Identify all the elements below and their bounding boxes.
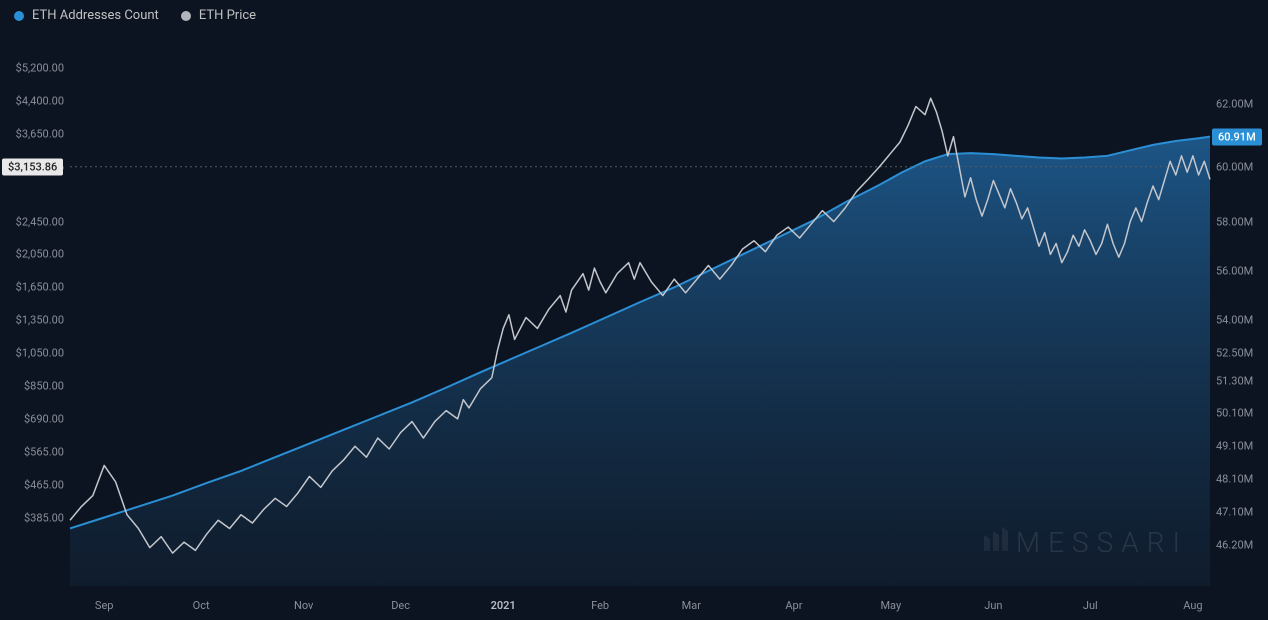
y-right-tick: 51.30M bbox=[1216, 374, 1253, 387]
x-tick: May bbox=[880, 599, 901, 612]
x-tick: Sep bbox=[95, 599, 114, 612]
y-right-tick: 60.00M bbox=[1216, 160, 1253, 173]
y-right-tick: 62.00M bbox=[1216, 97, 1253, 110]
y-right-tick: 48.10M bbox=[1216, 473, 1253, 486]
messari-logo-icon bbox=[982, 525, 1010, 560]
watermark: MESSARI bbox=[982, 525, 1188, 560]
x-tick: Apr bbox=[785, 599, 802, 612]
current-addresses-badge: 60.91M bbox=[1212, 128, 1262, 145]
y-right-tick: 50.10M bbox=[1216, 407, 1253, 420]
y-right-tick: 52.50M bbox=[1216, 347, 1253, 360]
chart-root: ETH Addresses Count ETH Price $5,200.00$… bbox=[0, 0, 1268, 620]
x-tick: Nov bbox=[294, 599, 313, 612]
x-tick: Mar bbox=[682, 599, 701, 612]
x-tick: Feb bbox=[591, 599, 609, 612]
y-right-tick: 56.00M bbox=[1216, 264, 1253, 277]
x-tick: Aug bbox=[1183, 599, 1202, 612]
y-right-tick: 58.00M bbox=[1216, 215, 1253, 228]
x-tick: 2021 bbox=[491, 599, 516, 612]
y-right-tick: 54.00M bbox=[1216, 314, 1253, 327]
x-tick: Jul bbox=[1083, 599, 1098, 612]
x-tick: Dec bbox=[391, 599, 410, 612]
y-right-tick: 49.10M bbox=[1216, 440, 1253, 453]
y-right-tick: 47.10M bbox=[1216, 506, 1253, 519]
y-right-tick: 46.20M bbox=[1216, 538, 1253, 551]
x-tick: Oct bbox=[193, 599, 210, 612]
x-tick: Jun bbox=[984, 599, 1002, 612]
watermark-text: MESSARI bbox=[1016, 526, 1188, 559]
